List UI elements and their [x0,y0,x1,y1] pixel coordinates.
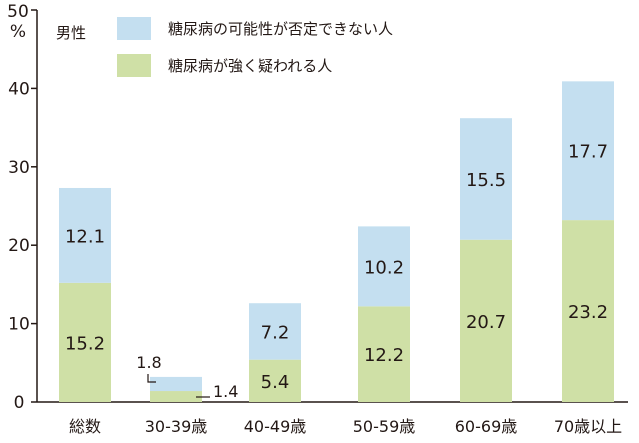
bar-segment-strong [59,282,111,402]
bar-segment-possible [460,118,512,240]
data-label-top: 15.5 [466,170,506,191]
data-label-top: 17.7 [568,142,608,163]
data-label-top: 1.8 [136,353,161,372]
data-labels: 総数 30-39歳 40-49歳 50-59歳 60-69歳 70歳以上 15.2 12.1 1… [65,142,622,436]
y-axis-top-label: 50 [7,2,29,22]
bar-segment-strong [358,306,410,402]
bar-segment-possible [249,303,301,360]
y-axis-unit-label: % [10,22,26,42]
data-label-bottom: 20.7 [466,312,506,333]
data-label-top: 10.2 [364,257,404,278]
axes: 0 10 20 30 40 [8,9,628,413]
bar-segment-possible [358,226,410,307]
data-label-bottom: 23.2 [568,302,608,323]
legend-title: 男性 [56,24,86,42]
leader-line [147,374,156,383]
y-tick-label: 10 [8,315,30,335]
y-tick-label: 0 [14,393,25,413]
data-label-bottom: 15.2 [65,333,105,354]
x-category-label: 40-49歳 [244,417,307,436]
x-category-label: 50-59歳 [353,417,416,436]
y-tick-label: 30 [8,158,30,178]
data-label-bottom: 5.4 [261,372,290,393]
bar-segment-strong [249,359,301,402]
data-label-top: 12.1 [65,226,105,247]
bar-segment-possible [150,376,202,392]
x-category-label: 30-39歳 [145,417,208,436]
legend-label-strong: 糖尿病が強く疑われる人 [168,57,332,75]
bar-segment-strong [562,220,614,402]
y-tick-label: 40 [8,79,30,99]
legend-swatch-strong [117,54,151,77]
data-label-bottom: 12.2 [364,345,404,366]
x-category-label: 70歳以上 [554,417,622,436]
y-tick-label: 20 [8,236,30,256]
bar-segment-strong [460,239,512,402]
legend-swatch-possible [117,17,151,40]
legend-label-possible: 糖尿病の可能性が否定できない人 [168,20,393,38]
x-category-label: 総数 [69,417,101,436]
data-label-bottom: 1.4 [213,382,238,401]
bar-segment-possible [562,81,614,221]
x-category-label: 60-69歳 [455,417,518,436]
data-label-top: 7.2 [261,322,290,343]
legend: 男性 糖尿病の可能性が否定できない人 糖尿病が強く疑われる人 [56,17,393,77]
bar-segment-strong [150,391,202,402]
bars [59,81,614,402]
bar-segment-possible [59,187,111,283]
